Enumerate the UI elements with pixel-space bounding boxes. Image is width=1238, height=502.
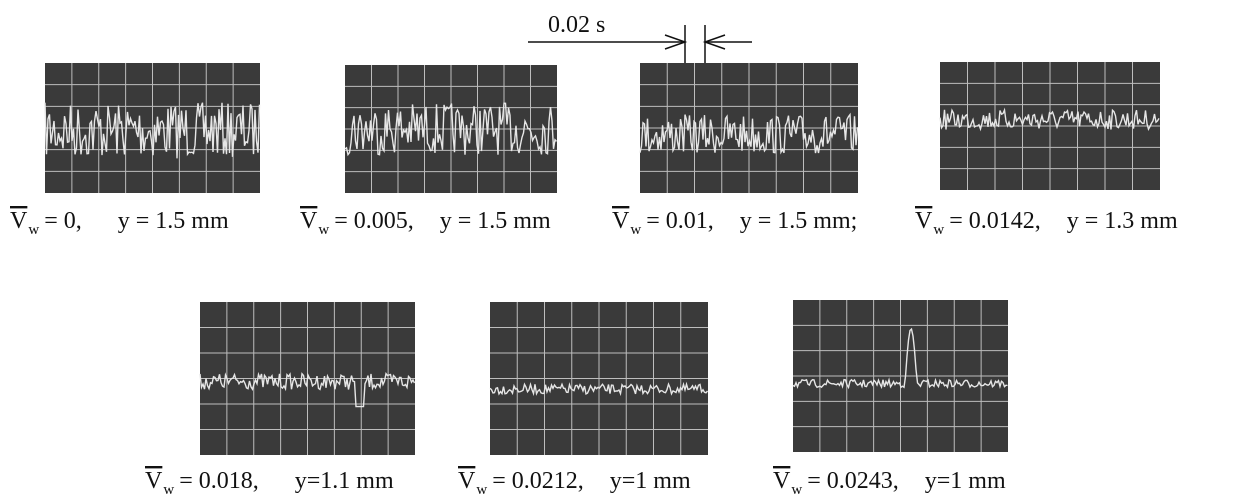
trace [792,327,1008,390]
time-scale-marker [528,25,752,90]
velocity-value: = 0.0212, [492,468,584,494]
panel-caption: Vw = 0.01, y = 1.5 mm; [612,208,857,238]
oscillogram [792,300,1008,452]
velocity-subscript: w [630,222,641,238]
oscillogram [344,65,558,193]
depth-value: y = 1.5 mm [118,208,229,234]
velocity-value: = 0.0142, [949,208,1041,234]
velocity-symbol: V [612,208,630,234]
time-scale-label: 0.02 s [548,12,605,38]
velocity-value: = 0.0243, [807,468,899,494]
velocity-subscript: w [476,482,487,498]
velocity-symbol: V [10,208,28,234]
depth-value: y=1 mm [925,468,1006,494]
velocity-value: = 0, [44,208,82,234]
oscillogram [44,63,261,193]
depth-value: y=1.1 mm [295,468,394,494]
velocity-subscript: w [933,222,944,238]
panel-caption: Vw = 0.0212, y=1 mm [458,468,691,498]
velocity-subscript: w [791,482,802,498]
trace [639,112,859,155]
oscillogram [939,62,1160,190]
oscillogram [489,302,709,455]
velocity-value: = 0.01, [646,208,714,234]
velocity-value: = 0.018, [179,468,259,494]
trace [44,102,261,159]
velocity-symbol: V [773,468,791,494]
trace [199,371,416,408]
velocity-subscript: w [318,222,329,238]
depth-value: y = 1.5 mm; [740,208,858,234]
depth-value: y = 1.3 mm [1067,208,1178,234]
trace [939,107,1160,132]
trace [489,381,709,397]
velocity-value: = 0.005, [334,208,414,234]
panel-caption: Vw = 0.0243, y=1 mm [773,468,1006,498]
panel-caption: Vw = 0.005, y = 1.5 mm [300,208,551,238]
velocity-symbol: V [300,208,318,234]
velocity-symbol: V [458,468,476,494]
velocity-subscript: w [28,222,39,238]
velocity-symbol: V [915,208,933,234]
velocity-subscript: w [163,482,174,498]
oscillogram [199,302,416,455]
panel-caption: Vw = 0.0142, y = 1.3 mm [915,208,1178,238]
panel-caption: Vw = 0.018, y=1.1 mm [145,468,394,498]
velocity-symbol: V [145,468,163,494]
panel-caption: Vw = 0, y = 1.5 mm [10,208,229,238]
trace [344,102,558,157]
oscillogram [639,63,859,193]
depth-value: y=1 mm [610,468,691,494]
depth-value: y = 1.5 mm [440,208,551,234]
